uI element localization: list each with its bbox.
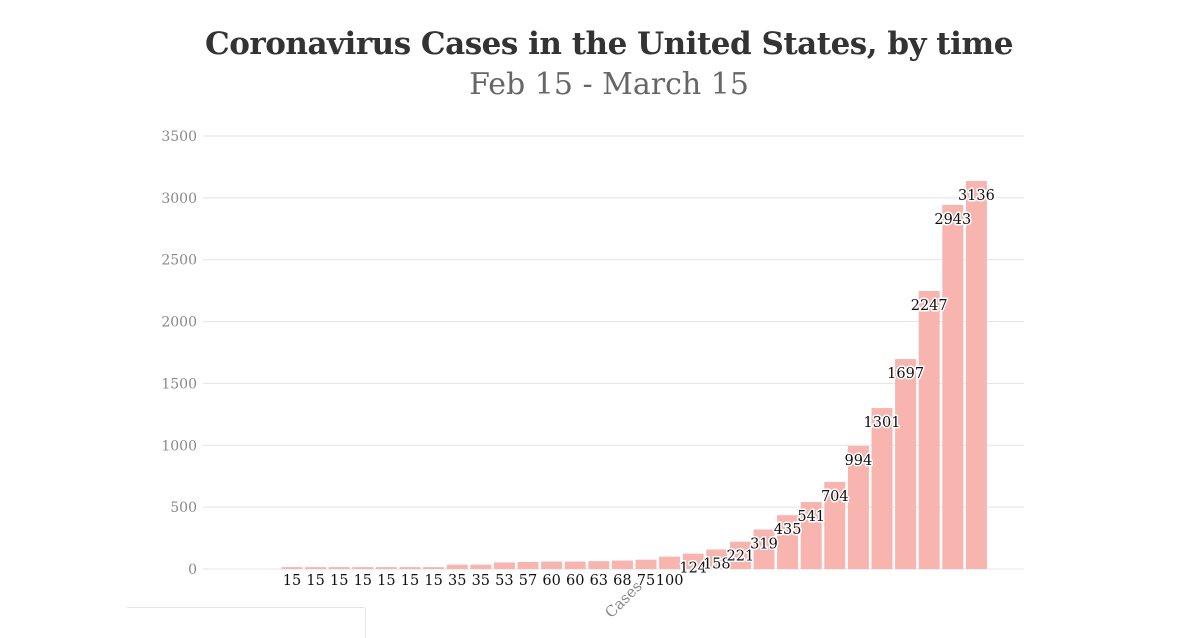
bar-19[interactable] xyxy=(729,541,751,569)
y-tick-label: 0 xyxy=(188,562,197,578)
bar-3[interactable] xyxy=(352,567,374,569)
bar-7[interactable] xyxy=(446,564,468,569)
data-label-11: 60 xyxy=(542,573,560,589)
data-label-17: 124 xyxy=(679,561,707,577)
bar-10[interactable] xyxy=(517,561,539,569)
bar-21[interactable] xyxy=(777,515,799,569)
data-label-5: 15 xyxy=(401,573,419,589)
bar-5[interactable] xyxy=(399,567,421,569)
bar-24[interactable] xyxy=(847,446,869,569)
y-tick-label: 3000 xyxy=(161,191,197,207)
bar-22[interactable] xyxy=(800,502,822,569)
bar-23[interactable] xyxy=(824,481,846,569)
y-tick-label: 2500 xyxy=(161,253,197,269)
y-tick-label: 500 xyxy=(170,500,197,516)
bar-28[interactable] xyxy=(942,204,964,569)
bar-9[interactable] xyxy=(493,562,515,569)
bar-18[interactable] xyxy=(706,549,728,569)
bar-27[interactable] xyxy=(918,291,940,569)
data-label-15: 75 xyxy=(637,573,655,589)
data-label-29: 3136 xyxy=(958,188,995,204)
data-label-27: 2247 xyxy=(911,298,948,314)
data-label-6: 15 xyxy=(424,573,442,589)
chart-subtitle: Feb 15 - March 15 xyxy=(469,67,749,102)
data-label-14: 68 xyxy=(613,573,631,589)
bar-15[interactable] xyxy=(635,559,657,569)
data-label-7: 35 xyxy=(448,573,466,589)
data-label-3: 15 xyxy=(354,573,372,589)
data-label-16: 100 xyxy=(656,573,684,589)
data-label-28: 2943 xyxy=(934,212,971,228)
data-label-12: 60 xyxy=(566,573,584,589)
data-labels: 15 15 15 15 15 15 15 35 35 53 57 60 60 63 68 75 10012415… xyxy=(281,187,996,591)
data-label-13: 63 xyxy=(590,573,608,589)
data-label-1: 15 xyxy=(306,573,324,589)
bar-20[interactable] xyxy=(753,529,775,569)
bar-13[interactable] xyxy=(588,561,610,569)
data-label-20: 319 xyxy=(750,537,778,553)
bar-16[interactable] xyxy=(659,556,681,569)
bar-29[interactable] xyxy=(965,181,987,570)
bar-2[interactable] xyxy=(328,567,350,569)
gridlines xyxy=(203,135,1024,570)
data-label-0: 15 xyxy=(283,573,301,589)
y-tick-label: 1500 xyxy=(161,376,197,392)
data-label-21: 435 xyxy=(774,522,802,538)
data-label-19: 221 xyxy=(727,549,755,565)
bar-8[interactable] xyxy=(470,564,492,569)
data-label-18: 158 xyxy=(703,556,731,572)
y-tick-label: 1000 xyxy=(161,438,197,454)
y-tick-label: 3500 xyxy=(161,129,197,145)
data-label-25: 1301 xyxy=(864,415,901,431)
data-label-8: 35 xyxy=(472,573,490,589)
bar-14[interactable] xyxy=(611,560,633,569)
data-label-10: 57 xyxy=(519,573,537,589)
bar-26[interactable] xyxy=(895,359,917,569)
data-label-26: 1697 xyxy=(887,366,924,382)
bars xyxy=(281,181,987,570)
bar-11[interactable] xyxy=(541,561,563,569)
data-label-23: 704 xyxy=(821,489,849,505)
data-label-2: 15 xyxy=(330,573,348,589)
bar-1[interactable] xyxy=(305,567,327,569)
data-label-24: 994 xyxy=(845,453,873,469)
legend-box xyxy=(127,607,366,638)
bar-4[interactable] xyxy=(375,567,397,569)
y-tick-label: 2000 xyxy=(161,315,197,331)
y-axis-ticks: 0 500 1000 1500 2000 2500 3000 3500 xyxy=(161,129,197,578)
data-label-22: 541 xyxy=(797,509,825,525)
data-label-4: 15 xyxy=(377,573,395,589)
bar-25[interactable] xyxy=(871,408,893,569)
chart-title: Coronavirus Cases in the United States, … xyxy=(205,26,1013,62)
bar-12[interactable] xyxy=(564,561,586,569)
data-label-9: 53 xyxy=(495,573,513,589)
bar-0[interactable] xyxy=(281,567,303,569)
bar-17[interactable] xyxy=(682,553,704,569)
bar-6[interactable] xyxy=(423,567,445,569)
